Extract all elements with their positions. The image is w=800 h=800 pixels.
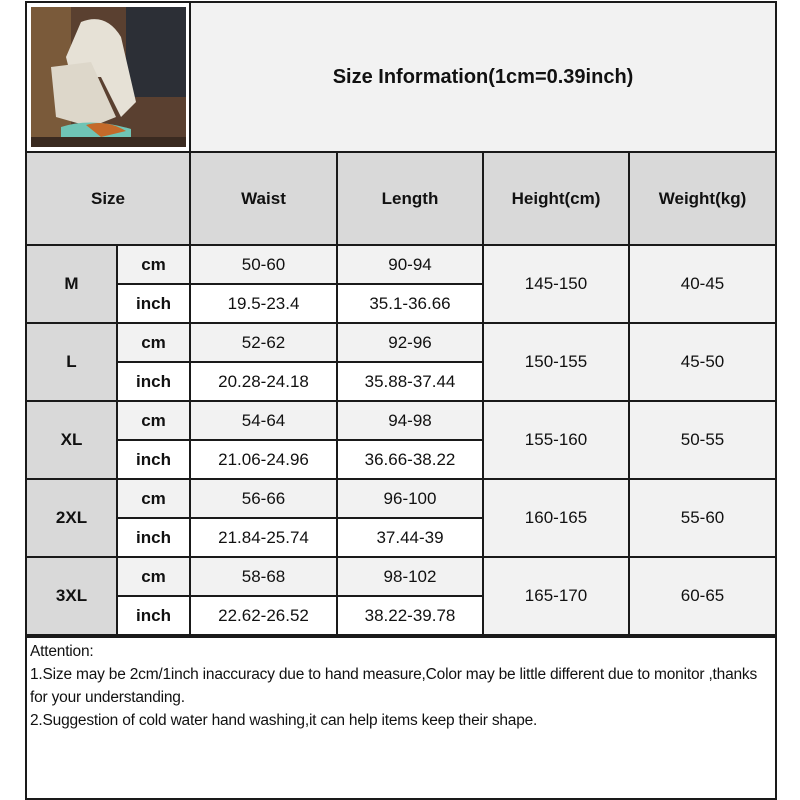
- page-title: Size Information(1cm=0.39inch): [188, 1, 778, 153]
- height-value: 145-150: [482, 244, 630, 324]
- waist-cm: 52-62: [189, 322, 338, 363]
- unit-cm: cm: [116, 478, 191, 519]
- unit-inch: inch: [116, 283, 191, 324]
- header-weight: Weight(kg): [627, 151, 778, 246]
- length-inch: 35.88-37.44: [336, 361, 484, 402]
- length-inch: 37.44-39: [336, 517, 484, 558]
- unit-cm: cm: [116, 556, 191, 597]
- header-height: Height(cm): [482, 151, 630, 246]
- attention-line-1: 1.Size may be 2cm/1inch inaccuracy due t…: [30, 666, 758, 706]
- product-image: [31, 7, 186, 147]
- waist-inch: 19.5-23.4: [189, 283, 338, 324]
- table-row-cm: 3XL cm 58-68 98-102 165-170 60-65: [25, 556, 778, 636]
- weight-value: 55-60: [627, 478, 778, 558]
- size-label: 2XL: [25, 478, 118, 558]
- unit-inch: inch: [116, 517, 191, 558]
- header-size: Size: [25, 151, 191, 246]
- weight-value: 45-50: [627, 322, 778, 402]
- length-inch: 36.66-38.22: [336, 439, 484, 480]
- height-value: 155-160: [482, 400, 630, 480]
- length-inch: 38.22-39.78: [336, 595, 484, 636]
- height-value: 160-165: [482, 478, 630, 558]
- table-row-cm: XL cm 54-64 94-98 155-160 50-55: [25, 400, 778, 480]
- unit-cm: cm: [116, 400, 191, 441]
- length-inch: 35.1-36.66: [336, 283, 484, 324]
- unit-cm: cm: [116, 322, 191, 363]
- length-cm: 92-96: [336, 322, 484, 363]
- waist-inch: 21.84-25.74: [189, 517, 338, 558]
- weight-value: 60-65: [627, 556, 778, 636]
- attention-heading: Attention:: [30, 643, 94, 660]
- waist-cm: 58-68: [189, 556, 338, 597]
- length-cm: 98-102: [336, 556, 484, 597]
- table-row-inch: inch 20.28-24.18 35.88-37.44: [26, 361, 776, 402]
- length-cm: 94-98: [336, 400, 484, 441]
- height-value: 165-170: [482, 556, 630, 636]
- header-length: Length: [336, 151, 484, 246]
- product-photo: [25, 1, 191, 153]
- weight-value: 40-45: [627, 244, 778, 324]
- unit-inch: inch: [116, 361, 191, 402]
- table-row-inch: inch 21.84-25.74 37.44-39: [26, 517, 776, 558]
- size-label: 3XL: [25, 556, 118, 636]
- waist-cm: 50-60: [189, 244, 338, 285]
- header-row: Size Waist Length Height(cm) Weight(kg): [25, 151, 778, 246]
- size-chart: Size Information(1cm=0.39inch) Size Wais…: [25, 1, 778, 800]
- size-table: Size Information(1cm=0.39inch) Size Wais…: [25, 1, 778, 636]
- attention-notes: Attention: 1.Size may be 2cm/1inch inacc…: [25, 636, 777, 800]
- size-label: M: [25, 244, 118, 324]
- waist-cm: 54-64: [189, 400, 338, 441]
- table-row-inch: inch 21.06-24.96 36.66-38.22: [26, 439, 776, 480]
- waist-inch: 22.62-26.52: [189, 595, 338, 636]
- size-label: XL: [25, 400, 118, 480]
- waist-inch: 20.28-24.18: [189, 361, 338, 402]
- table-row-cm: 2XL cm 56-66 96-100 160-165 55-60: [25, 478, 778, 558]
- length-cm: 90-94: [336, 244, 484, 285]
- waist-inch: 21.06-24.96: [189, 439, 338, 480]
- weight-value: 50-55: [627, 400, 778, 480]
- size-label: L: [25, 322, 118, 402]
- table-row-inch: inch 22.62-26.52 38.22-39.78: [26, 595, 776, 636]
- length-cm: 96-100: [336, 478, 484, 519]
- table-row-inch: inch 19.5-23.4 35.1-36.66: [26, 283, 776, 324]
- attention-line-2: 2.Suggestion of cold water hand washing,…: [30, 712, 538, 729]
- waist-cm: 56-66: [189, 478, 338, 519]
- unit-inch: inch: [116, 595, 191, 636]
- height-value: 150-155: [482, 322, 630, 402]
- unit-inch: inch: [116, 439, 191, 480]
- unit-cm: cm: [116, 244, 191, 285]
- header-waist: Waist: [189, 151, 338, 246]
